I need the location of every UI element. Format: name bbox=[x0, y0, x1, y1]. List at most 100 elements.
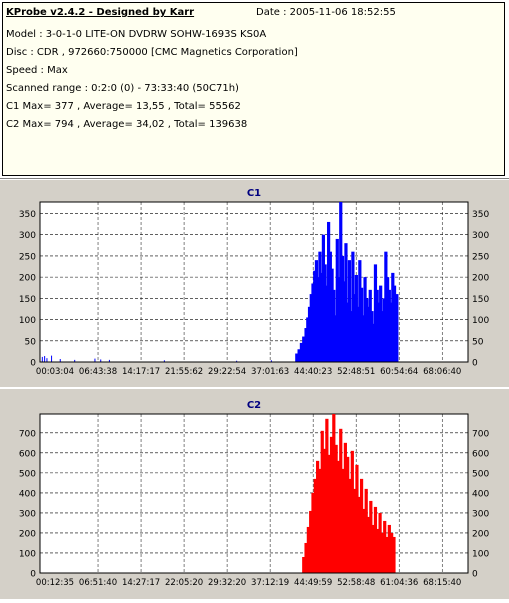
data-bar bbox=[303, 564, 307, 573]
data-bar bbox=[324, 319, 328, 362]
data-bar bbox=[363, 277, 367, 362]
x-tick-label: 68:15:40 bbox=[423, 578, 461, 588]
y-tick-label-left: 100 bbox=[19, 316, 36, 326]
c2-chart-panel: C2 0 0 100 100 200 200 300 300 400 400 500 500 600 600… bbox=[0, 389, 509, 599]
data-bar bbox=[364, 326, 368, 362]
y-tick-label-right: 150 bbox=[472, 295, 489, 305]
report-header: KProbe v2.4.2 - Designed by Karr Date : … bbox=[2, 2, 505, 176]
c1-chart-panel: C1 0 0 50 50 100 100 150 150 200 200 250 250 300 300 35… bbox=[0, 180, 509, 387]
data-bar bbox=[369, 500, 373, 573]
data-bar bbox=[335, 336, 338, 362]
data-bar bbox=[314, 311, 317, 362]
data-bar bbox=[373, 506, 378, 573]
data-bar bbox=[326, 319, 329, 362]
y-tick-label-right: 200 bbox=[472, 274, 489, 284]
y-tick-label-left: 300 bbox=[19, 231, 36, 241]
y-tick-label-right: 0 bbox=[472, 359, 478, 369]
y-tick-label-left: 0 bbox=[30, 570, 36, 580]
data-bar bbox=[370, 546, 374, 573]
data-bar bbox=[333, 336, 336, 362]
data-bar bbox=[382, 550, 385, 573]
data-bar bbox=[390, 329, 394, 362]
data-bar bbox=[340, 515, 344, 573]
data-bar bbox=[358, 260, 362, 362]
data-bar bbox=[319, 312, 323, 362]
data-bar bbox=[309, 331, 312, 362]
data-bar bbox=[323, 308, 326, 362]
y-tick-label-right: 300 bbox=[472, 231, 489, 241]
plot-area bbox=[39, 413, 469, 574]
data-bar bbox=[395, 329, 398, 362]
x-tick-label: 44:40:23 bbox=[294, 367, 332, 377]
data-bar bbox=[336, 315, 340, 362]
data-bar bbox=[377, 548, 381, 573]
data-bar bbox=[350, 450, 354, 573]
data-bar bbox=[357, 331, 361, 362]
data-bar bbox=[310, 324, 314, 362]
data-bar bbox=[351, 251, 355, 362]
chart-title: C1 bbox=[247, 188, 261, 199]
data-bar bbox=[373, 264, 378, 362]
data-bar bbox=[349, 521, 353, 573]
data-bar bbox=[335, 238, 339, 362]
x-tick-label: 14:17:17 bbox=[122, 367, 160, 377]
data-bar bbox=[326, 508, 330, 573]
data-bar bbox=[343, 442, 347, 573]
y-tick-label-left: 300 bbox=[19, 509, 36, 519]
data-bar bbox=[350, 333, 354, 362]
data-bar bbox=[308, 547, 311, 573]
data-bar bbox=[361, 537, 364, 573]
y-tick-label-left: 50 bbox=[25, 337, 37, 347]
y-tick-label-right: 600 bbox=[472, 449, 489, 459]
y-tick-label-left: 200 bbox=[19, 274, 36, 284]
x-tick-label: 52:48:51 bbox=[337, 367, 375, 377]
data-bar bbox=[386, 553, 390, 573]
data-bar bbox=[382, 333, 385, 362]
data-bar bbox=[391, 553, 395, 573]
data-bar bbox=[324, 504, 327, 573]
data-bar bbox=[319, 515, 323, 573]
y-tick-label-left: 600 bbox=[19, 449, 36, 459]
data-bar bbox=[356, 531, 360, 573]
data-bar bbox=[378, 329, 381, 362]
y-tick-label-left: 700 bbox=[19, 429, 36, 439]
data-bar bbox=[364, 488, 368, 573]
x-tick-label: 29:32:20 bbox=[208, 578, 246, 588]
c1-summary-line: C1 Max= 377 , Average= 13,55 , Total= 55… bbox=[6, 101, 241, 112]
data-bar bbox=[344, 243, 348, 362]
data-bar bbox=[383, 326, 387, 362]
x-tick-label: 06:51:40 bbox=[79, 578, 117, 588]
data-bar bbox=[316, 315, 319, 362]
x-tick-label: 00:12:35 bbox=[36, 578, 74, 588]
data-bar bbox=[368, 542, 371, 573]
x-tick-label: 61:04:36 bbox=[380, 578, 418, 588]
data-bar bbox=[354, 274, 358, 362]
data-bar bbox=[342, 317, 345, 362]
x-tick-label: 37:01:63 bbox=[251, 367, 289, 377]
x-tick-label: 44:49:59 bbox=[294, 578, 332, 588]
data-bar bbox=[349, 333, 352, 362]
data-bar bbox=[385, 315, 388, 362]
scanned-range-line: Scanned range : 0:2:0 (0) - 73:33:40 (50… bbox=[6, 83, 239, 94]
data-bar bbox=[387, 524, 391, 573]
data-bar bbox=[347, 260, 352, 362]
data-bar bbox=[347, 329, 350, 362]
c2-summary-line: C2 Max= 794 , Average= 34,02 , Total= 13… bbox=[6, 119, 248, 130]
y-tick-label-right: 500 bbox=[472, 469, 489, 479]
data-bar bbox=[325, 418, 329, 573]
data-bar bbox=[296, 357, 300, 362]
y-tick-label-left: 150 bbox=[19, 295, 36, 305]
model-line: Model : 3-0-1-0 LITE-ON DVDRW SOHW-1693S… bbox=[6, 29, 267, 40]
x-tick-label: 52:58:48 bbox=[337, 578, 375, 588]
data-bar bbox=[307, 337, 310, 362]
data-bar bbox=[303, 347, 307, 362]
data-bar bbox=[332, 414, 336, 573]
data-bar bbox=[312, 528, 316, 573]
data-bar bbox=[314, 260, 319, 362]
data-bar bbox=[373, 340, 376, 362]
data-bar bbox=[389, 329, 392, 362]
x-tick-label: 06:43:38 bbox=[79, 367, 117, 377]
data-bar bbox=[315, 521, 318, 573]
data-bar bbox=[331, 498, 334, 573]
data-bar bbox=[343, 317, 347, 362]
